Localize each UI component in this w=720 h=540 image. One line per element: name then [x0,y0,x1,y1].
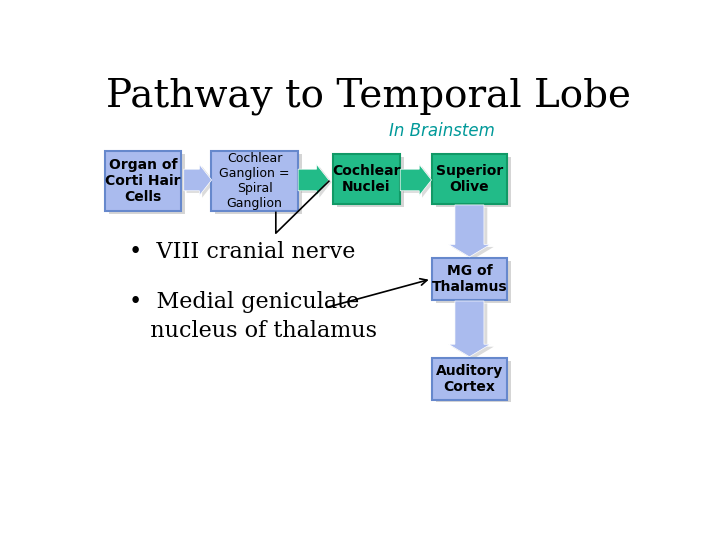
FancyBboxPatch shape [215,154,302,214]
FancyArrow shape [452,207,494,259]
FancyArrow shape [403,166,434,198]
FancyBboxPatch shape [105,151,181,211]
FancyBboxPatch shape [436,157,511,207]
FancyBboxPatch shape [212,151,298,211]
Text: Superior
Olive: Superior Olive [436,164,503,194]
FancyArrow shape [298,164,329,195]
Text: MG of
Thalamus: MG of Thalamus [431,264,508,294]
Text: nucleus of thalamus: nucleus of thalamus [129,320,377,342]
FancyArrow shape [184,164,212,195]
FancyArrow shape [400,164,431,195]
Text: •  VIII cranial nerve: • VIII cranial nerve [129,241,356,263]
FancyBboxPatch shape [432,358,507,400]
FancyArrow shape [301,166,332,198]
Text: Auditory
Cortex: Auditory Cortex [436,363,503,394]
Text: •  Medial geniculate: • Medial geniculate [129,291,359,313]
Text: Pathway to Temporal Lobe: Pathway to Temporal Lobe [107,77,631,114]
FancyBboxPatch shape [333,154,400,204]
FancyBboxPatch shape [337,157,404,207]
FancyArrow shape [452,303,494,359]
FancyBboxPatch shape [109,154,184,214]
FancyBboxPatch shape [432,154,507,204]
FancyBboxPatch shape [436,261,511,302]
FancyArrow shape [449,205,490,257]
Text: In Brainstem: In Brainstem [389,123,495,140]
Text: Organ of
Corti Hair
Cells: Organ of Corti Hair Cells [105,158,181,205]
Text: Cochlear
Nuclei: Cochlear Nuclei [332,164,400,194]
FancyBboxPatch shape [432,258,507,300]
FancyArrow shape [186,166,215,198]
Text: Cochlear
Ganglion =
Spiral
Ganglion: Cochlear Ganglion = Spiral Ganglion [220,152,290,210]
FancyArrow shape [449,301,490,357]
FancyBboxPatch shape [436,361,511,402]
